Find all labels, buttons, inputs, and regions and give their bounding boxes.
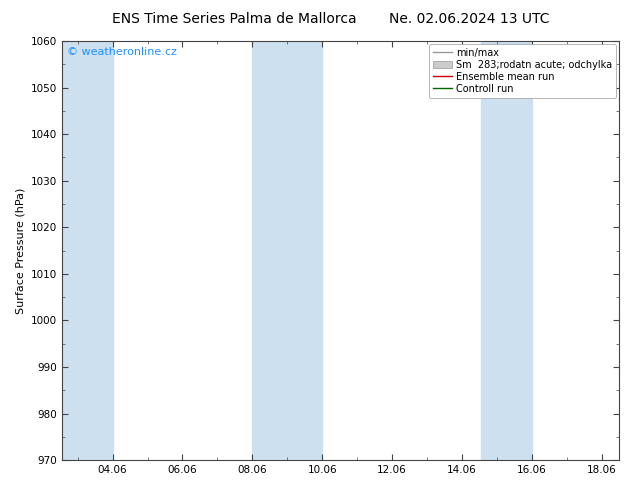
Bar xyxy=(252,41,322,460)
Legend: min/max, Sm  283;rodatn acute; odchylka, Ensemble mean run, Controll run: min/max, Sm 283;rodatn acute; odchylka, … xyxy=(429,44,616,98)
Text: Ne. 02.06.2024 13 UTC: Ne. 02.06.2024 13 UTC xyxy=(389,12,550,26)
Text: © weatheronline.cz: © weatheronline.cz xyxy=(67,48,177,57)
Text: ENS Time Series Palma de Mallorca: ENS Time Series Palma de Mallorca xyxy=(112,12,357,26)
Bar xyxy=(61,41,113,460)
Bar xyxy=(481,41,532,460)
Y-axis label: Surface Pressure (hPa): Surface Pressure (hPa) xyxy=(15,187,25,314)
